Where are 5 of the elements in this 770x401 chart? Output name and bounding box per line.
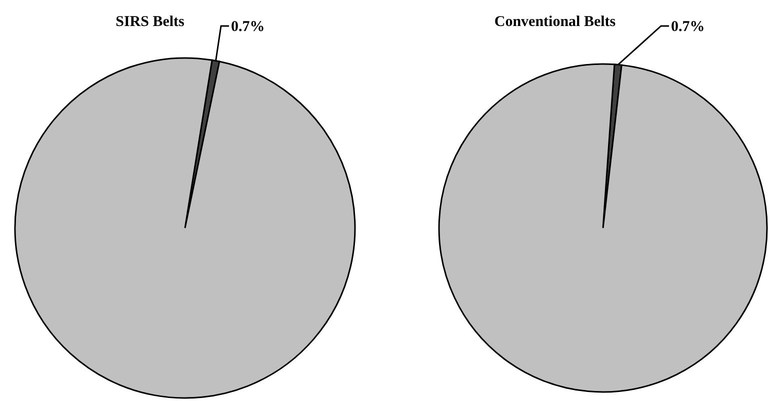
- pie-slice: [14, 57, 356, 399]
- data-label: 0.7%: [671, 19, 705, 35]
- data-label: 0.7%: [231, 19, 265, 35]
- chart-title: Conventional Belts: [494, 14, 616, 30]
- chart-title: SIRS Belts: [116, 14, 185, 30]
